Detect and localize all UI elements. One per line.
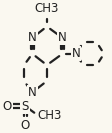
Text: S: S: [21, 99, 29, 113]
Text: N: N: [71, 47, 80, 60]
Text: N: N: [28, 86, 36, 99]
Text: CH3: CH3: [37, 109, 61, 122]
Text: O: O: [20, 119, 29, 132]
Text: CH3: CH3: [34, 2, 59, 15]
Text: N: N: [58, 31, 66, 44]
Text: O: O: [2, 99, 11, 113]
Text: N: N: [28, 31, 36, 44]
